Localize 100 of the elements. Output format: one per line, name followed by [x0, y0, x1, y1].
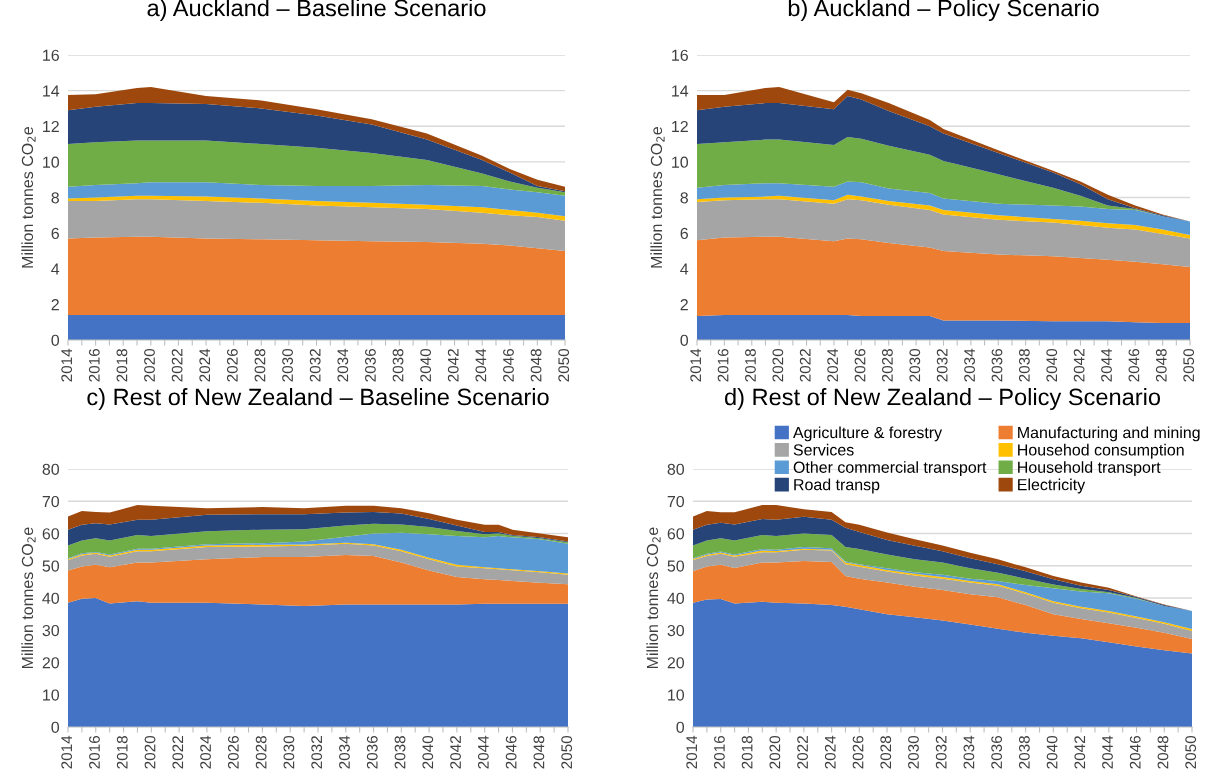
chart-title: a) Auckland – Baseline Scenario: [147, 0, 486, 21]
legend-label: Services: [793, 443, 854, 456]
x-tick-label: 2028: [882, 348, 893, 382]
x-tick-label: 2034: [337, 348, 349, 382]
x-tick-label: 2038: [1018, 735, 1030, 769]
x-tick-label: 2014: [61, 735, 73, 769]
x-tick-label: 2014: [686, 735, 698, 769]
x-tick-label: 2022: [172, 736, 184, 769]
chart-title: b) Auckland – Policy Scenario: [788, 0, 1099, 22]
x-tick-label: 2040: [422, 735, 434, 769]
legend-label: Electricity: [1018, 478, 1086, 494]
y-tick-label: 20: [667, 657, 685, 669]
y-tick-label: 40: [42, 592, 60, 604]
y-tick-label: 4: [51, 263, 60, 275]
x-tick-label: 2044: [1101, 348, 1112, 382]
x-tick-label: 2046: [1129, 736, 1141, 769]
x-tick-label: 2030: [283, 735, 295, 769]
x-tick-label: 2036: [991, 736, 1003, 769]
legend-label: Agriculture & forestry: [793, 426, 943, 442]
x-tick-label: 2048: [530, 348, 542, 382]
x-tick-label: 2020: [144, 735, 156, 769]
x-tick-label: 2022: [797, 736, 808, 769]
x-tick-label: 2036: [366, 736, 378, 769]
x-tick-label: 2044: [1102, 735, 1113, 769]
x-tick-label: 2028: [255, 735, 267, 769]
x-tick-label: 2028: [880, 735, 892, 769]
x-tick-label: 2034: [963, 735, 975, 769]
x-tick-label: 2016: [717, 349, 729, 382]
x-tick-label: 2042: [1074, 736, 1086, 769]
x-tick-label: 2030: [909, 348, 921, 382]
x-tick-label: 2028: [254, 348, 266, 382]
x-tick-label: 2022: [171, 349, 183, 382]
x-tick-label: 2050: [1183, 348, 1195, 382]
x-tick-label: 2040: [1046, 735, 1058, 769]
x-tick-label: 2036: [991, 349, 1003, 382]
y-tick-label: 60: [42, 528, 60, 540]
y-tick-label: 30: [667, 624, 685, 637]
x-tick-label: 2016: [89, 736, 100, 769]
legend-label: Househod consumption: [1018, 443, 1184, 459]
y-tick-label: 10: [672, 156, 689, 168]
x-tick-label: 2020: [769, 735, 781, 769]
x-tick-label: 2042: [447, 349, 459, 382]
x-tick-label: 2032: [935, 736, 947, 769]
y-axis-title: Million tonnes CO$_{2}$e: [650, 126, 665, 268]
x-tick-label: 2034: [339, 735, 350, 769]
y-axis-title: Million tonnes CO$_{2}$e: [21, 527, 36, 669]
y-tick-label: 16: [672, 49, 688, 61]
y-tick-label: 0: [51, 334, 60, 346]
x-tick-label: 2044: [475, 348, 487, 382]
legend-label: Road transp: [794, 478, 880, 494]
x-tick-label: 2018: [745, 348, 756, 382]
y-axis-title: Million tonnes CO$_{2}$e: [646, 527, 661, 669]
y-tick-label: 16: [43, 49, 59, 61]
x-tick-label: 2040: [420, 348, 432, 382]
y-tick-label: 10: [43, 156, 60, 168]
x-tick-label: 2014: [690, 348, 702, 382]
x-tick-label: 2046: [1128, 349, 1140, 382]
y-tick-label: 4: [680, 263, 689, 275]
x-tick-label: 2022: [799, 349, 811, 382]
y-tick-label: 40: [667, 592, 685, 604]
x-tick-label: 2016: [88, 349, 100, 382]
y-tick-label: 0: [680, 334, 689, 346]
y-axis-title: Million tonnes CO$_{2}$e: [21, 126, 36, 268]
y-tick-label: 0: [51, 721, 60, 733]
x-tick-label: 2018: [116, 348, 128, 382]
y-tick-label: 12: [43, 120, 59, 133]
y-tick-label: 8: [51, 192, 59, 204]
y-tick-label: 6: [680, 227, 688, 240]
x-tick-label: 2026: [226, 349, 238, 382]
y-tick-label: 14: [672, 85, 689, 97]
y-tick-label: 14: [43, 85, 60, 97]
y-tick-label: 60: [667, 528, 685, 540]
y-tick-label: 2: [680, 299, 688, 311]
chart-title: d) Rest of New Zealand – Policy Scenario: [725, 388, 1161, 411]
x-tick-label: 2032: [309, 349, 321, 382]
x-tick-label: 2016: [714, 736, 725, 769]
y-tick-label: 0: [676, 721, 685, 733]
x-tick-label: 2014: [61, 348, 73, 382]
x-tick-label: 2018: [116, 735, 128, 769]
y-tick-label: 12: [672, 120, 688, 133]
y-tick-label: 10: [43, 689, 60, 701]
y-tick-label: 20: [42, 657, 60, 669]
x-tick-label: 2046: [503, 349, 514, 382]
y-tick-label: 70: [42, 495, 60, 508]
x-tick-label: 2048: [533, 735, 545, 769]
y-tick-label: 80: [42, 463, 60, 475]
y-tick-label: 10: [668, 689, 685, 701]
y-tick-label: 8: [680, 192, 688, 204]
x-tick-label: 2050: [1185, 735, 1197, 769]
x-tick-label: 2020: [144, 348, 155, 382]
x-tick-label: 2046: [505, 736, 517, 769]
y-tick-label: 70: [667, 495, 685, 508]
x-tick-label: 2038: [1018, 348, 1030, 382]
x-tick-label: 2038: [394, 735, 406, 769]
x-tick-label: 2048: [1155, 348, 1167, 382]
x-tick-label: 2050: [561, 735, 573, 769]
x-tick-label: 2036: [365, 349, 376, 382]
y-tick-label: 30: [42, 624, 60, 637]
x-tick-label: 2024: [824, 735, 836, 769]
x-tick-label: 2030: [908, 735, 919, 769]
